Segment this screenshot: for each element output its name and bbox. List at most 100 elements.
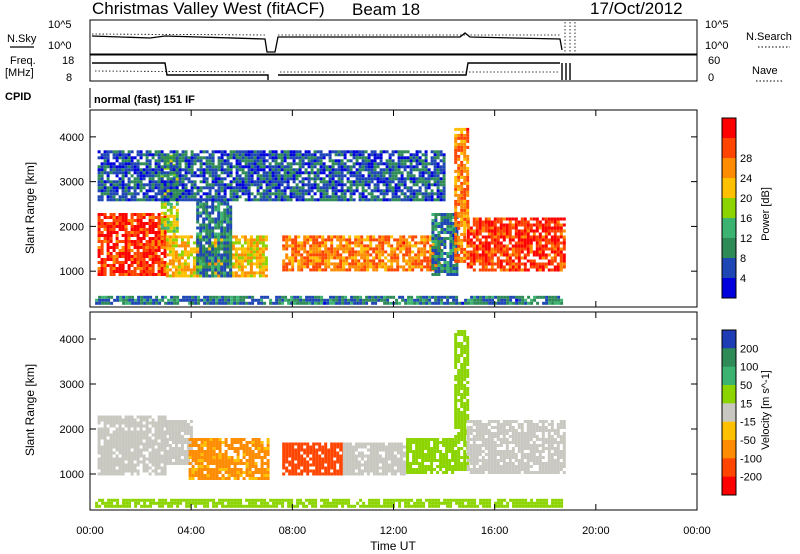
- heatmap-cell: [183, 235, 187, 239]
- heatmap-cell: [160, 273, 164, 276]
- heatmap-cell: [103, 234, 107, 237]
- heatmap-cell: [460, 208, 464, 212]
- heatmap-cell: [209, 298, 213, 302]
- heatmap-cell: [234, 271, 238, 275]
- heatmap-cell: [168, 247, 172, 251]
- heatmap-cell: [142, 457, 146, 461]
- heatmap-cell: [133, 270, 137, 273]
- heatmap-cell: [231, 244, 235, 248]
- heatmap-cell: [286, 150, 290, 154]
- heatmap-cell: [271, 177, 275, 181]
- heatmap-cell: [133, 261, 137, 264]
- heatmap-cell: [151, 231, 155, 234]
- heatmap-cell: [112, 267, 116, 270]
- heatmap-cell: [373, 153, 377, 157]
- heatmap-cell: [429, 250, 433, 254]
- heatmap-cell: [367, 165, 371, 169]
- heatmap-cell: [217, 150, 221, 154]
- heatmap-cell: [247, 177, 251, 181]
- heatmap-cell: [523, 253, 527, 257]
- heatmap-cell: [449, 270, 453, 273]
- heatmap-cell: [417, 247, 421, 251]
- heatmap-cell: [246, 238, 250, 242]
- heatmap-cell: [463, 205, 467, 209]
- heatmap-cell: [272, 301, 276, 305]
- heatmap-cell: [381, 250, 385, 254]
- heatmap-cell: [169, 211, 173, 215]
- heatmap-cell: [304, 171, 308, 175]
- heatmap-cell: [109, 415, 113, 419]
- heatmap-cell: [133, 255, 137, 258]
- heatmap-cell: [484, 253, 488, 257]
- heatmap-cell: [171, 438, 175, 441]
- heatmap-cell: [411, 262, 415, 266]
- heatmap-cell: [103, 418, 107, 422]
- heatmap-cell: [526, 229, 530, 233]
- heatmap-cell: [237, 262, 241, 266]
- heatmap-cell: [118, 198, 122, 202]
- heatmap-cell: [265, 177, 269, 181]
- heatmap-cell: [367, 183, 371, 187]
- heatmap-cell: [205, 247, 209, 251]
- heatmap-cell: [205, 198, 209, 202]
- heatmap-cell: [202, 274, 206, 278]
- heatmap-cell: [118, 460, 122, 464]
- heatmap-cell: [348, 241, 352, 245]
- heatmap-cell: [154, 243, 158, 246]
- heatmap-cell: [434, 219, 438, 222]
- heatmap-cell: [142, 430, 146, 434]
- heatmap-cell: [493, 268, 497, 272]
- heatmap-cell: [300, 259, 304, 263]
- heatmap-cell: [97, 421, 101, 425]
- heatmap-cell: [550, 244, 554, 248]
- heatmap-cell: [112, 246, 116, 249]
- heatmap-cell: [136, 249, 140, 252]
- heatmap-cell: [103, 469, 107, 473]
- heatmap-cell: [127, 421, 131, 425]
- heatmap-cell: [496, 265, 500, 269]
- heatmap-cell: [175, 226, 179, 230]
- heatmap-cell: [109, 246, 113, 249]
- heatmap-cell: [487, 226, 491, 230]
- heatmap-cell: [124, 415, 128, 419]
- heatmap-cell: [160, 183, 164, 187]
- heatmap-cell: [373, 156, 377, 160]
- heatmap-cell: [321, 268, 325, 272]
- heatmap-cell: [106, 189, 110, 193]
- heatmap-cell: [469, 262, 473, 266]
- heatmap-cell: [148, 415, 152, 419]
- heatmap-cell: [343, 168, 347, 172]
- heatmap-cell: [113, 298, 117, 302]
- heatmap-cell: [217, 156, 221, 160]
- heatmap-cell: [460, 175, 464, 179]
- heatmap-cell: [220, 165, 224, 169]
- heatmap-cell: [330, 253, 334, 257]
- heatmap-cell: [560, 301, 564, 305]
- heatmap-cell: [175, 211, 179, 215]
- heatmap-cell: [124, 225, 128, 228]
- heatmap-cell: [391, 180, 395, 184]
- heatmap-cell: [390, 262, 394, 266]
- heatmap-cell: [405, 247, 409, 251]
- heatmap-cell: [106, 192, 110, 196]
- heatmap-cell: [186, 262, 190, 266]
- heatmap-cell: [208, 168, 212, 172]
- heatmap-cell: [196, 262, 200, 266]
- heatmap-cell: [205, 229, 209, 233]
- heatmap-cell: [115, 240, 119, 243]
- heatmap-cell: [319, 180, 323, 184]
- heatmap-cell: [220, 265, 224, 269]
- heatmap-cell: [332, 298, 336, 302]
- heatmap-cell: [100, 448, 104, 452]
- heatmap-cell: [148, 466, 152, 470]
- heatmap-cell: [364, 150, 368, 154]
- heatmap-cell: [369, 253, 373, 257]
- heatmap-cell: [121, 189, 125, 193]
- heatmap-cell: [340, 180, 344, 184]
- heatmap-cell: [339, 253, 343, 257]
- heatmap-cell: [229, 150, 233, 154]
- heatmap-cell: [258, 247, 262, 251]
- heatmap-cell: [379, 189, 383, 193]
- heatmap-cell: [160, 156, 164, 160]
- heatmap-cell: [403, 198, 407, 202]
